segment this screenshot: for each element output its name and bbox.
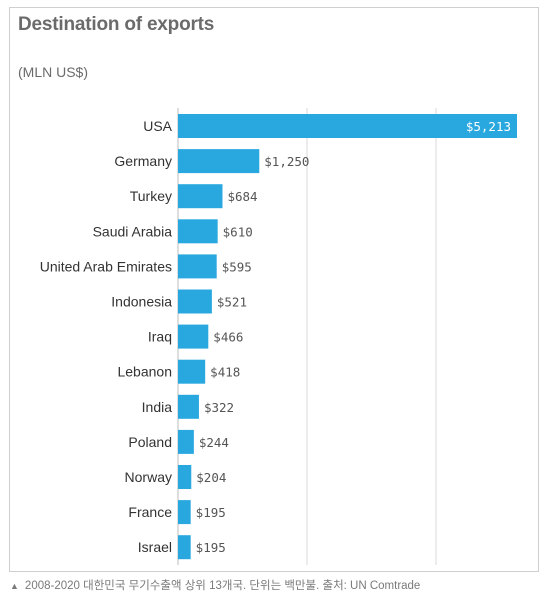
bar bbox=[178, 465, 192, 489]
category-label: Saudi Arabia bbox=[93, 223, 173, 239]
bar bbox=[178, 500, 191, 525]
data-label: $595 bbox=[222, 259, 252, 274]
data-label: $204 bbox=[196, 470, 226, 485]
bar bbox=[178, 219, 218, 244]
bar bbox=[178, 535, 191, 560]
category-label: United Arab Emirates bbox=[40, 258, 172, 274]
caption-text: 2008-2020 대한민국 무기수출액 상위 13개국. 단위는 백만불. 출… bbox=[24, 580, 421, 592]
category-label: Norway bbox=[125, 469, 172, 485]
category-label: USA bbox=[143, 118, 172, 134]
chart-title: Destination of exports bbox=[18, 14, 215, 35]
category-label: Germany bbox=[114, 153, 172, 169]
data-label: $466 bbox=[213, 330, 243, 345]
bar bbox=[178, 184, 223, 209]
data-label: $684 bbox=[227, 189, 257, 204]
category-label: Indonesia bbox=[111, 294, 172, 310]
category-label: France bbox=[128, 504, 172, 520]
unit-label: (MLN US$) bbox=[18, 64, 89, 80]
category-label: Israel bbox=[138, 539, 172, 555]
figure-caption: ▲ 2008-2020 대한민국 무기수출액 상위 13개국. 단위는 백만불. … bbox=[10, 577, 420, 593]
data-label: $244 bbox=[199, 435, 229, 450]
data-label: $195 bbox=[196, 505, 226, 520]
data-label: $322 bbox=[204, 400, 234, 415]
category-label: India bbox=[142, 399, 173, 415]
bar bbox=[178, 114, 517, 138]
data-label: $610 bbox=[223, 224, 253, 239]
category-label: Lebanon bbox=[117, 364, 172, 380]
bar bbox=[178, 359, 206, 384]
bar bbox=[178, 324, 209, 349]
bar bbox=[178, 429, 194, 454]
bar bbox=[178, 149, 260, 174]
data-label: $418 bbox=[210, 365, 240, 380]
data-label: $521 bbox=[217, 295, 247, 310]
bar-chart: USA $5,213 Germany $1,250 Turkey $684 Saudi Ar… bbox=[40, 108, 517, 565]
data-label: $195 bbox=[196, 540, 226, 555]
triangle-up-icon: ▲ bbox=[10, 581, 19, 591]
bar bbox=[178, 289, 212, 314]
category-label: Poland bbox=[128, 434, 172, 450]
category-label: Turkey bbox=[130, 188, 172, 204]
bar bbox=[178, 394, 199, 419]
chart-card bbox=[9, 7, 539, 572]
data-label: $5,213 bbox=[466, 119, 511, 134]
bar bbox=[178, 254, 217, 279]
category-label: Iraq bbox=[148, 329, 172, 345]
data-label: $1,250 bbox=[264, 154, 309, 169]
